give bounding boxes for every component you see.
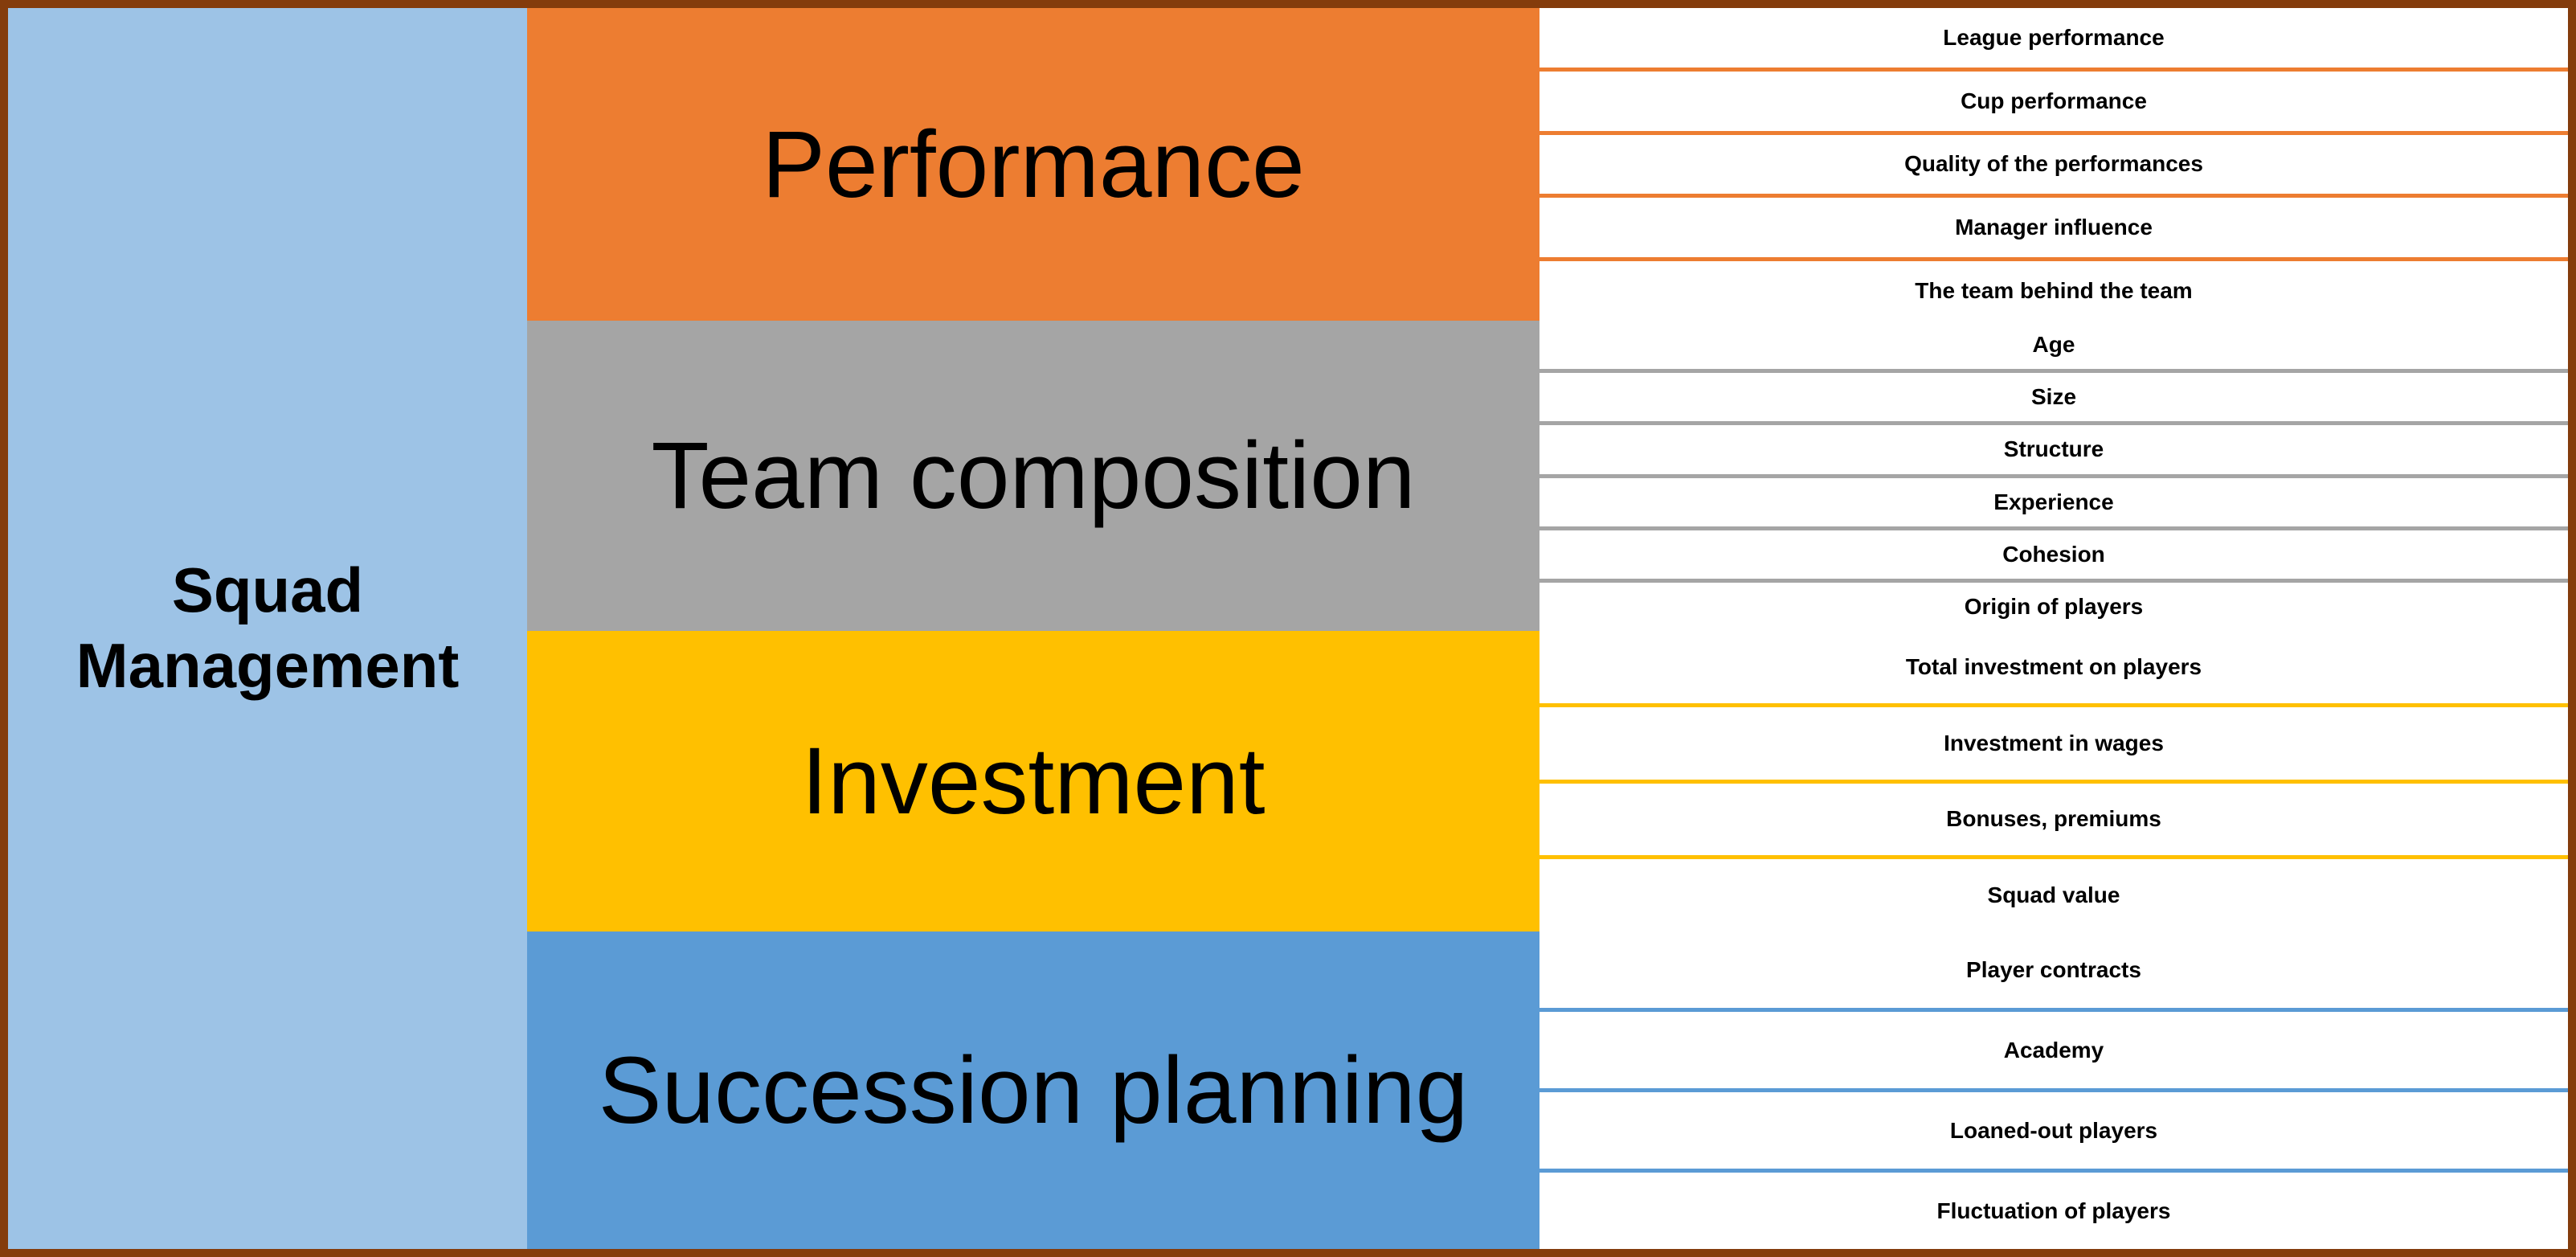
item-list: Player contracts Academy Loaned-out player…: [1539, 931, 2568, 1250]
list-item: Fluctuation of players: [1539, 1173, 2568, 1249]
category-label: Team composition: [651, 423, 1416, 529]
root-label: Squad Management: [76, 555, 460, 701]
list-item: Loaned-out players: [1539, 1092, 2568, 1173]
list-item: Total investment on players: [1539, 631, 2568, 707]
list-item: Size: [1539, 373, 2568, 426]
list-item: Experience: [1539, 478, 2568, 530]
list-item: League performance: [1539, 8, 2568, 72]
category-node: Succession planning: [527, 931, 1539, 1250]
item-label: Academy: [2003, 1037, 2104, 1063]
item-label: Total investment on players: [1905, 653, 2202, 679]
item-label: Quality of the performances: [1904, 151, 2203, 177]
item-label: Squad value: [1987, 882, 2120, 908]
item-label: Loaned-out players: [1949, 1117, 2158, 1143]
item-label: Bonuses, premiums: [1946, 806, 2161, 832]
root-node: Squad Management: [8, 8, 527, 1249]
item-label: Origin of players: [1964, 593, 2144, 619]
item-label: Cohesion: [2002, 541, 2105, 567]
category-node: Performance: [527, 8, 1539, 321]
item-label: Player contracts: [1966, 956, 2141, 982]
item-label: Age: [2032, 332, 2075, 358]
category-label: Performance: [762, 111, 1305, 218]
item-label: Experience: [1993, 489, 2114, 514]
list-item: Quality of the performances: [1539, 135, 2568, 199]
item-list: Total investment on players Investment in…: [1539, 631, 2568, 932]
list-item: Structure: [1539, 425, 2568, 478]
item-list: League performance Cup performance Quality…: [1539, 8, 2568, 321]
item-label: The team behind the team: [1915, 278, 2193, 304]
category-node: Investment: [527, 631, 1539, 932]
list-item: The team behind the team: [1539, 261, 2568, 321]
item-label: Fluctuation of players: [1936, 1198, 2171, 1223]
item-label: Size: [2030, 384, 2077, 410]
category-label: Succession planning: [598, 1037, 1469, 1144]
list-item: Manager influence: [1539, 198, 2568, 262]
list-item: Bonuses, premiums: [1539, 784, 2568, 860]
list-item: Cohesion: [1539, 530, 2568, 583]
list-item: Age: [1539, 321, 2568, 374]
category-group: Team composition Age Size Structure Experien…: [527, 321, 2568, 631]
item-label: Structure: [2003, 436, 2104, 462]
item-label: Cup performance: [1961, 88, 2147, 113]
category-groups: Performance League performance Cup perform…: [527, 8, 2568, 1250]
item-label: Investment in wages: [1944, 730, 2164, 755]
list-item: Player contracts: [1539, 931, 2568, 1013]
item-list: Age Size Structure Experience Cohesion Origin…: [1539, 321, 2568, 631]
list-item: Academy: [1539, 1012, 2568, 1093]
category-group: Investment Total investment on players Inv…: [527, 631, 2568, 932]
list-item: Origin of players: [1539, 583, 2568, 631]
list-item: Cup performance: [1539, 72, 2568, 135]
item-label: League performance: [1943, 24, 2165, 50]
category-group: Succession planning Player contracts Acade…: [527, 931, 2568, 1250]
category-group: Performance League performance Cup perform…: [527, 8, 2568, 321]
list-item: Squad value: [1539, 859, 2568, 931]
category-node: Team composition: [527, 321, 1539, 631]
category-label: Investment: [801, 728, 1266, 835]
list-item: Investment in wages: [1539, 707, 2568, 784]
item-label: Manager influence: [1955, 215, 2153, 240]
